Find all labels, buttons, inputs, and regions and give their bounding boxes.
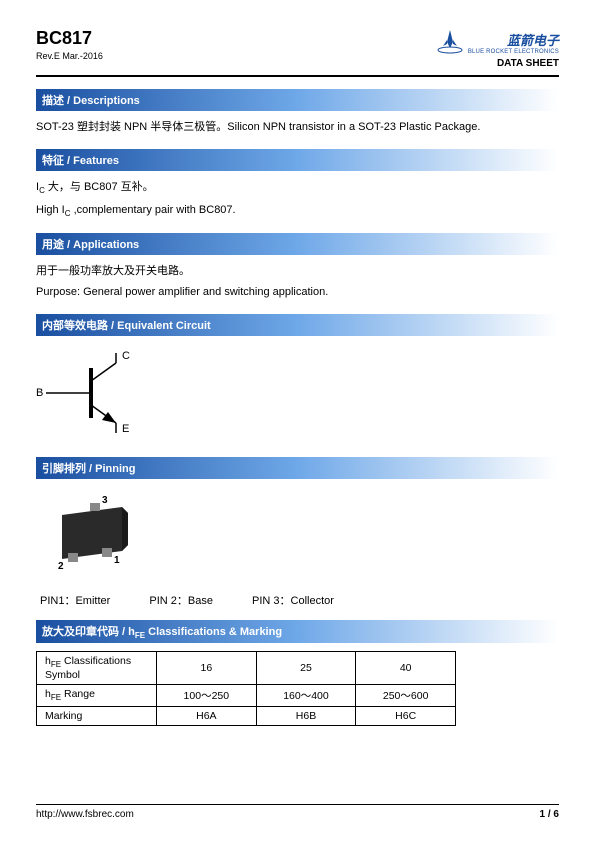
pin-num-3: 3: [102, 495, 108, 506]
hfe-col-2: 40: [356, 651, 456, 684]
header-left: BC817 Rev.E Mar.-2016: [36, 28, 103, 61]
sot23-package-diagram: 3 2 1: [44, 493, 154, 573]
company-name-en: BLUE ROCKET ELECTRONICS: [468, 49, 559, 55]
pin1-label: PIN1：Emitter: [40, 592, 110, 608]
pin-labels-row: PIN1：Emitter PIN 2：Base PIN 3：Collector: [40, 592, 559, 608]
hfe-row3-head: Marking: [37, 707, 157, 726]
header-right: 蓝箭电子 BLUE ROCKET ELECTRONICS DATA SHEET: [436, 28, 559, 69]
section-pinning-title: 引脚排列 / Pinning: [36, 457, 559, 479]
table-row: hFE Range 100～250 160～400 250～600: [37, 685, 456, 707]
circuit-label-e: E: [122, 423, 129, 435]
hfe-col-0: 16: [157, 651, 257, 684]
section-applications-title: 用途 / Applications: [36, 233, 559, 255]
hfe-title-pre: 放大及印章代码 / h: [42, 626, 135, 638]
section-equiv-title: 内部等效电路 / Equivalent Circuit: [36, 314, 559, 336]
header: BC817 Rev.E Mar.-2016 蓝箭电子 BLUE ROCKET E…: [36, 28, 559, 77]
equivalent-circuit-diagram: C B E: [36, 348, 156, 438]
footer-url: http://www.fsbrec.com: [36, 809, 134, 820]
hfe-range-1: 160～400: [256, 685, 356, 707]
hfe-table: hFE Classifications Symbol 16 25 40 hFE …: [36, 651, 456, 726]
company-logo: 蓝箭电子 BLUE ROCKET ELECTRONICS: [436, 28, 559, 56]
descriptions-text: SOT-23 塑封封装 NPN 半导体三极管。Silicon NPN trans…: [36, 119, 559, 137]
hfe-marking-0: H6A: [157, 707, 257, 726]
part-number: BC817: [36, 28, 103, 49]
hfe-title-post: Classifications & Marking: [145, 626, 282, 638]
applications-line2: Purpose: General power amplifier and swi…: [36, 284, 559, 302]
table-row: Marking H6A H6B H6C: [37, 707, 456, 726]
section-descriptions-title: 描述 / Descriptions: [36, 89, 559, 111]
hfe-col-1: 25: [256, 651, 356, 684]
pin-num-1: 1: [114, 555, 120, 566]
features-line2: High IC ,complementary pair with BC807.: [36, 202, 559, 221]
footer-page: 1 / 6: [540, 809, 559, 820]
hfe-range-0: 100～250: [157, 685, 257, 707]
hfe-row2-head: hFE Range: [37, 685, 157, 707]
revision: Rev.E Mar.-2016: [36, 51, 103, 61]
pin2-label: PIN 2：Base: [149, 592, 213, 608]
applications-line1: 用于一般功率放大及开关电路。: [36, 263, 559, 281]
circuit-label-b: B: [36, 387, 43, 399]
hfe-title-sub: FE: [135, 631, 145, 640]
features-line1-post: 大，与 BC807 互补。: [45, 181, 154, 193]
table-row: hFE Classifications Symbol 16 25 40: [37, 651, 456, 684]
section-features-title: 特征 / Features: [36, 149, 559, 171]
hfe-row1-head: hFE Classifications Symbol: [37, 651, 157, 684]
hfe-range-2: 250～600: [356, 685, 456, 707]
data-sheet-label: DATA SHEET: [497, 58, 559, 69]
features-line2-post: ,complementary pair with BC807.: [71, 204, 236, 216]
circuit-label-c: C: [122, 350, 130, 362]
pin-num-2: 2: [58, 561, 64, 572]
rocket-logo-icon: [436, 28, 464, 56]
pin3-label: PIN 3：Collector: [252, 592, 334, 608]
company-name-cn: 蓝箭电子: [468, 30, 559, 49]
hfe-marking-2: H6C: [356, 707, 456, 726]
hfe-marking-1: H6B: [256, 707, 356, 726]
features-line1: IC 大，与 BC807 互补。: [36, 179, 559, 198]
features-line2-pre: High I: [36, 204, 65, 216]
page: BC817 Rev.E Mar.-2016 蓝箭电子 BLUE ROCKET E…: [0, 0, 595, 842]
section-hfe-title: 放大及印章代码 / hFE Classifications & Marking: [36, 620, 559, 643]
footer: http://www.fsbrec.com 1 / 6: [36, 804, 559, 820]
